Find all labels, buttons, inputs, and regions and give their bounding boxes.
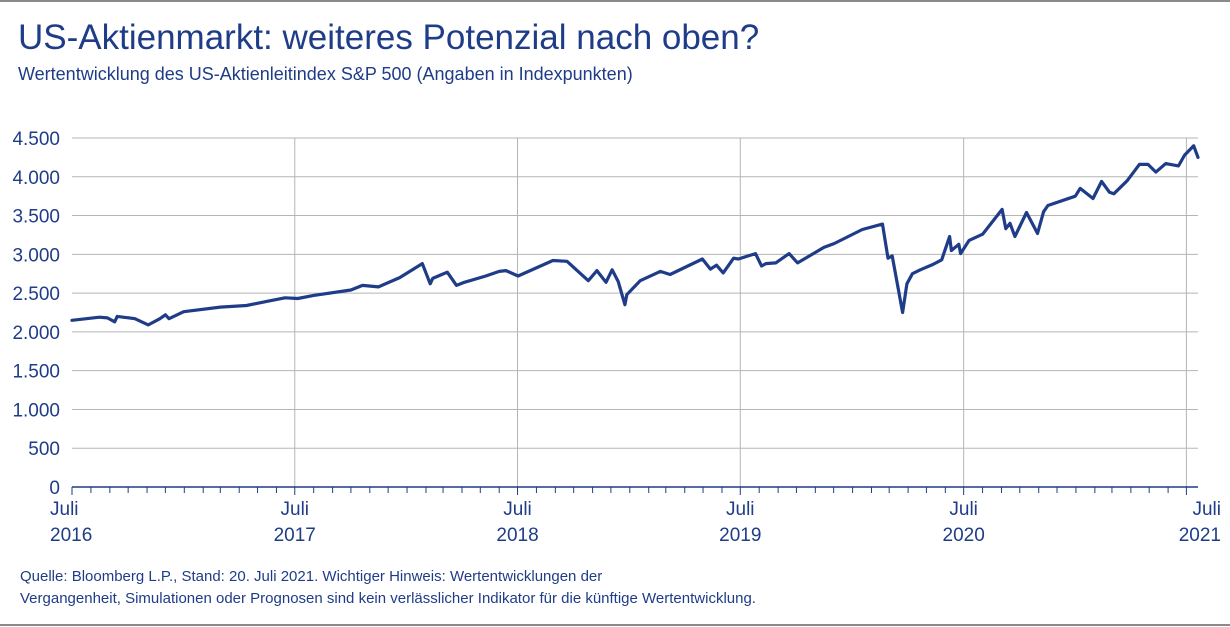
chart-subtitle: Wertentwicklung des US-Aktienleitindex S… [18, 64, 633, 84]
y-tick-label: 0 [49, 478, 60, 499]
source-line-1: Quelle: Bloomberg L.P., Stand: 20. Juli … [20, 568, 603, 585]
gridlines [72, 137, 1198, 487]
sp500-series-line [70, 144, 1200, 327]
top-rule [0, 0, 1230, 2]
chart-title: US-Aktienmarkt: weiteres Potenzial nach … [18, 18, 760, 57]
y-tick-label: 4.000 [12, 168, 60, 189]
x-tick-label: Juli [949, 499, 978, 520]
x-tick-label: Juli [503, 499, 532, 520]
source-note: Quelle: Bloomberg L.P., Stand: 20. Juli … [20, 566, 756, 610]
x-tick-label: Juli [726, 499, 755, 520]
y-tick-label: 4.500 [12, 129, 60, 150]
y-tick-label: 2.000 [12, 323, 60, 344]
x-tick-label: Juli [1192, 499, 1221, 520]
y-tick-label: 3.000 [12, 245, 60, 266]
y-tick-label: 3.500 [12, 207, 60, 228]
y-tick-label: 500 [28, 439, 60, 460]
bottom-rule [0, 624, 1230, 626]
x-tick-label: 2020 [943, 525, 985, 546]
line-chart: 0 500 1.000 1.500 2.000 2.500 3.000 3.500 4.000 4… [12, 129, 1221, 546]
y-tick-label: 1.000 [12, 400, 60, 421]
series-layer [70, 144, 1200, 327]
source-line-2: Vergangenheit, Simulationen oder Prognos… [20, 590, 756, 607]
x-tick-label: Juli [281, 499, 310, 520]
y-axis: 0 500 1.000 1.500 2.000 2.500 3.000 3.500 4.000 4… [12, 129, 60, 499]
y-tick-label: 2.500 [12, 284, 60, 305]
y-tick-label: 1.500 [12, 362, 60, 383]
x-tick-label: 2019 [719, 525, 761, 546]
x-tick-label: 2016 [50, 525, 92, 546]
x-tick-label: Juli [50, 499, 79, 520]
x-tick-label: 2017 [274, 525, 316, 546]
x-axis: Juli 2016 Juli 2017 Juli 2018 Juli 2019 Juli 2020… [50, 486, 1221, 546]
x-tick-label: 2018 [496, 525, 538, 546]
x-tick-label: 2021 [1179, 525, 1221, 546]
